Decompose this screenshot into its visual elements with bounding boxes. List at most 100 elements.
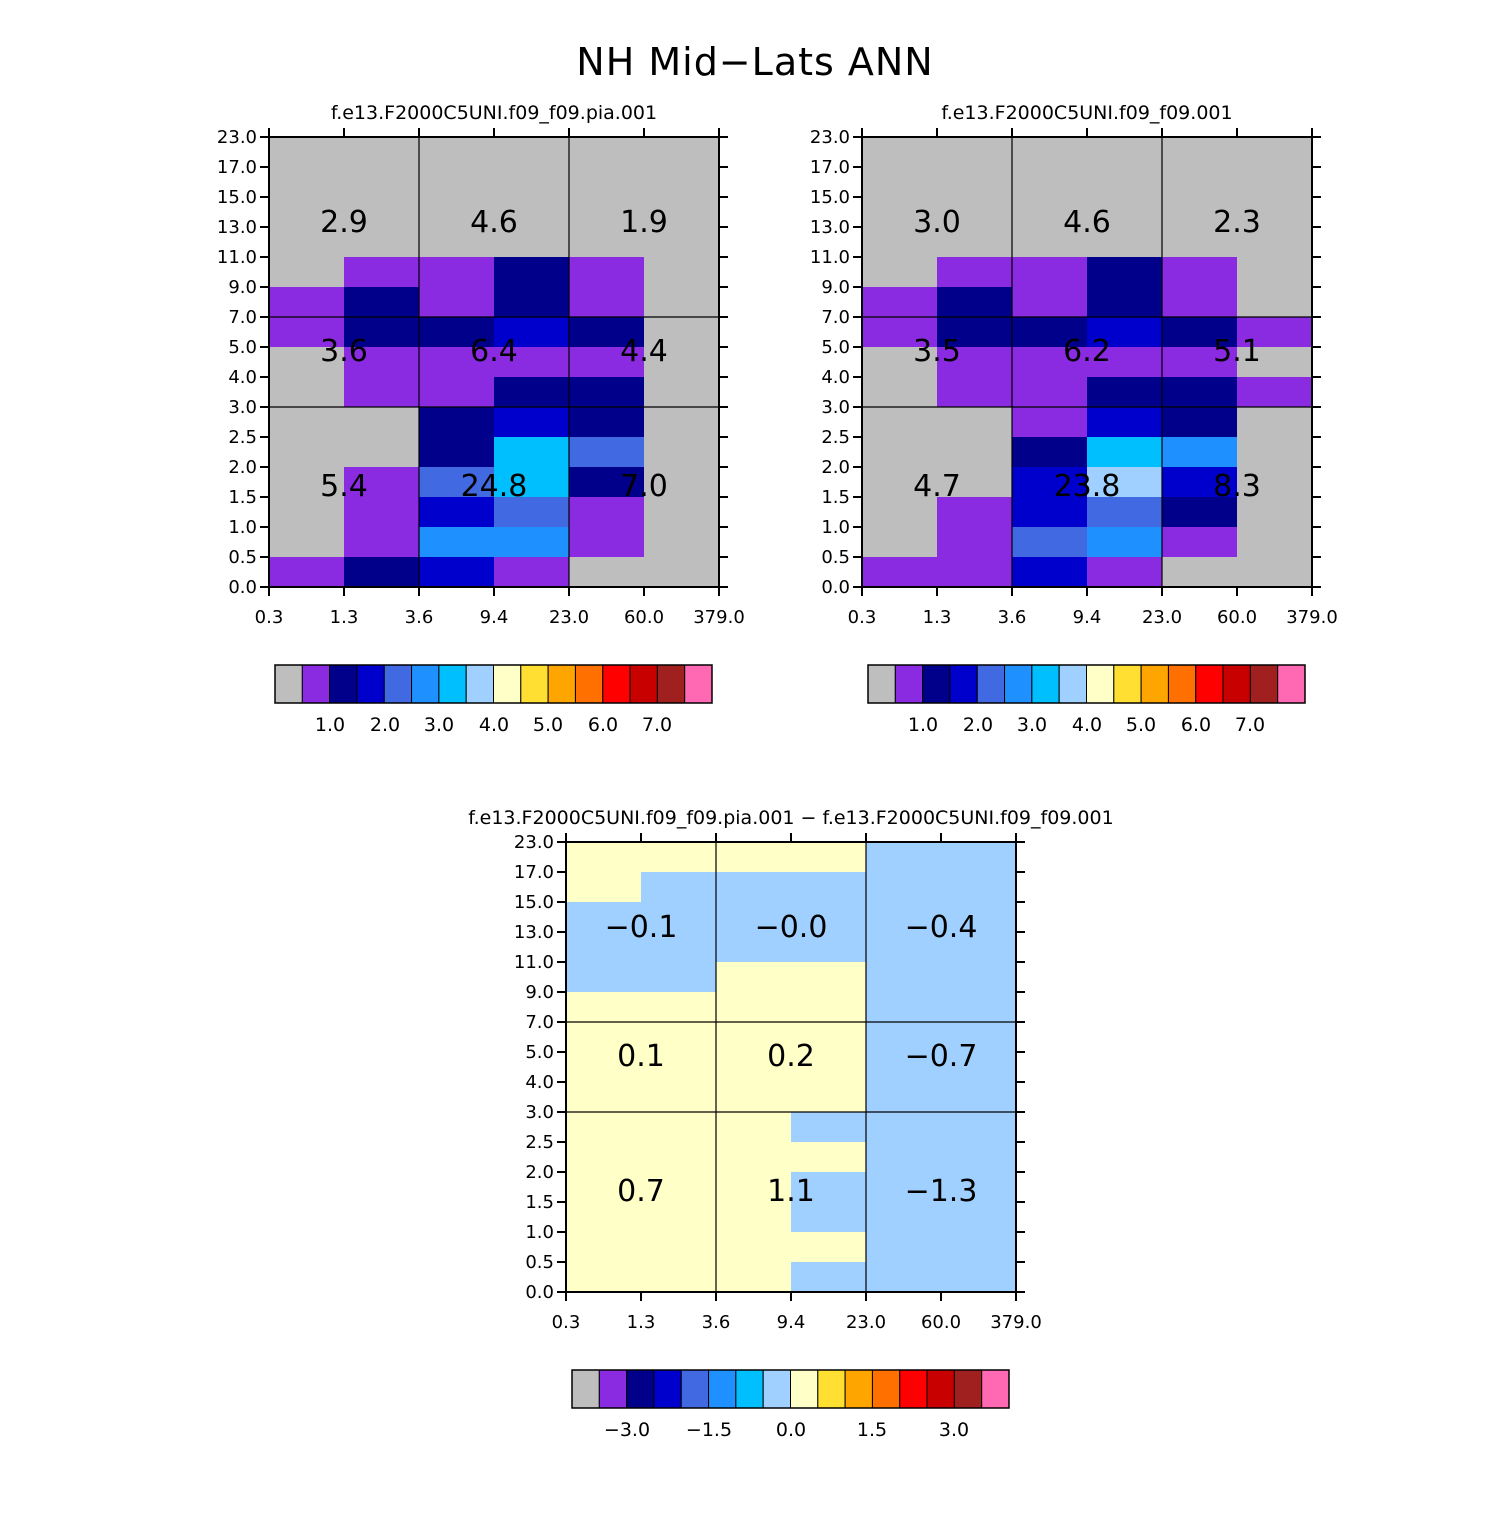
heatmap-cell [866,1022,942,1053]
colorbar-swatch [1249,664,1279,704]
heatmap-cell [791,1172,867,1203]
heatmap-cell [937,287,1013,318]
heatmap-cell [1012,137,1088,168]
heatmap-cell [419,137,495,168]
region-value: 3.5 [913,334,961,369]
colorbar-label: 5.0 [1126,714,1156,736]
heatmap-cell [566,1052,642,1083]
colorbar-swatch [1222,664,1251,704]
heatmap-cell [1162,227,1238,258]
y-tick-label: 3.0 [228,397,257,418]
y-tick-label: 7.0 [525,1012,554,1033]
heatmap-cell [862,317,938,348]
heatmap-cell [569,257,645,288]
heatmap-cell [344,197,420,228]
colorbar-label: 6.0 [588,714,618,736]
heatmap-cell [937,377,1013,408]
heatmap-cell [1237,377,1313,408]
y-tick-label: 23.0 [514,832,554,853]
colorbar-swatch [1277,664,1306,704]
heatmap-cell [1012,557,1088,588]
heatmap-cell [1087,557,1163,588]
heatmap-cell [941,1052,1017,1083]
heatmap-cell [866,1142,942,1173]
colorbar-swatch [684,664,713,704]
heatmap-cell [269,317,345,348]
heatmap-cell [866,872,942,903]
figure-title: NH Mid−Lats ANN [576,40,933,84]
heatmap-cell [494,557,570,588]
panel-title-diff: f.e13.F2000C5UNI.f09_f09.pia.001 − f.e13… [468,807,1113,829]
heatmap-cell [569,407,645,438]
heatmap-cell [1237,407,1313,438]
heatmap-cell [1012,437,1088,468]
region-value: 6.2 [1063,334,1111,369]
heatmap-cell [716,1262,792,1293]
heatmap-cell [716,932,792,963]
x-tick-label: 60.0 [921,1312,961,1333]
heatmap-cell [937,197,1013,228]
heatmap-cell [569,497,645,528]
heatmap-cell [269,557,345,588]
heatmap-cell [569,197,645,228]
colorbar-swatch [493,664,522,704]
heatmap-cell [791,902,867,933]
heatmap-cell [269,257,345,288]
heatmap-cell [419,227,495,258]
heatmap-cell [937,227,1013,258]
heatmap-cell [1162,137,1238,168]
panel-title-pia: f.e13.F2000C5UNI.f09_f09.pia.001 [331,102,657,124]
heatmap-cell [866,1172,942,1203]
heatmap-cell [1012,257,1088,288]
heatmap-cell [644,257,720,288]
heatmap-cell [419,167,495,198]
heatmap-cell [566,872,642,903]
region-value: 4.4 [620,334,668,369]
heatmap-cell [641,992,717,1023]
colorbar-swatch [547,664,576,704]
colorbar-swatch [656,664,686,704]
colorbar-swatch [1031,664,1060,704]
heatmap-cell [1237,287,1313,318]
heatmap-cell [344,527,420,558]
heatmap-cell [716,872,792,903]
y-tick-label: 7.0 [228,307,257,328]
region-value: 23.8 [1054,469,1121,504]
heatmap-cell [569,137,645,168]
region-value: 0.1 [617,1039,665,1074]
heatmap-panel-diff: f.e13.F2000C5UNI.f09_f09.pia.001 − f.e13… [468,807,1113,1441]
y-tick-label: 1.0 [525,1222,554,1243]
colorbar-swatch [871,1369,901,1409]
heatmap-cell [791,962,867,993]
heatmap-cell [269,407,345,438]
heatmap-cell [566,1022,642,1053]
region-value: 3.0 [913,205,961,240]
y-tick-label: 13.0 [514,922,554,943]
y-tick-label: 2.5 [228,427,257,448]
colorbar-label: 7.0 [1235,714,1265,736]
heatmap-cell [1237,137,1313,168]
heatmap-cell [866,932,942,963]
heatmap-cell [866,902,942,933]
heatmap-cell [566,932,642,963]
y-tick-label: 2.5 [525,1132,554,1153]
colorbar-swatch [976,664,1006,704]
heatmap-cell [866,842,942,873]
colorbar-swatch [949,664,978,704]
heatmap-cell [1087,197,1163,228]
heatmap-cell [344,227,420,258]
y-tick-label: 1.5 [525,1192,554,1213]
heatmap-cell [494,407,570,438]
x-tick-label: 60.0 [624,607,664,628]
colorbar-swatch [465,664,494,704]
heatmap-cell [641,1202,717,1233]
heatmap-cell [941,932,1017,963]
heatmap-cell [1237,257,1313,288]
heatmap-cell [937,137,1013,168]
colorbar-swatch [708,1369,737,1409]
heatmap-cell [344,407,420,438]
heatmap-cell [494,197,570,228]
heatmap-cell [862,257,938,288]
y-tick-label: 17.0 [810,157,850,178]
